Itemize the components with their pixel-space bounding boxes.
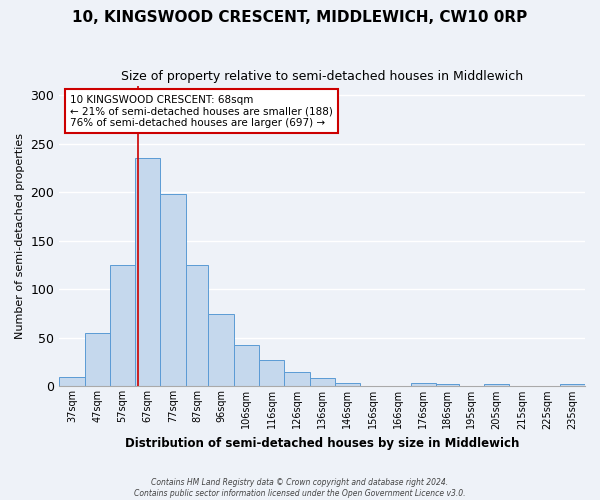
Bar xyxy=(233,344,259,387)
Bar xyxy=(436,384,458,386)
Bar xyxy=(85,333,110,386)
Bar xyxy=(560,384,585,386)
Bar xyxy=(259,360,284,386)
Bar xyxy=(185,265,208,386)
Bar xyxy=(410,384,436,386)
Title: Size of property relative to semi-detached houses in Middlewich: Size of property relative to semi-detach… xyxy=(121,70,523,83)
X-axis label: Distribution of semi-detached houses by size in Middlewich: Distribution of semi-detached houses by … xyxy=(125,437,520,450)
Bar xyxy=(310,378,335,386)
Bar xyxy=(208,314,233,386)
Bar xyxy=(335,382,360,386)
Bar xyxy=(135,158,160,386)
Bar xyxy=(160,194,185,386)
Bar xyxy=(59,376,85,386)
Bar xyxy=(484,384,509,386)
Text: 10, KINGSWOOD CRESCENT, MIDDLEWICH, CW10 0RP: 10, KINGSWOOD CRESCENT, MIDDLEWICH, CW10… xyxy=(73,10,527,25)
Text: 10 KINGSWOOD CRESCENT: 68sqm
← 21% of semi-detached houses are smaller (188)
76%: 10 KINGSWOOD CRESCENT: 68sqm ← 21% of se… xyxy=(70,94,332,128)
Text: Contains HM Land Registry data © Crown copyright and database right 2024.
Contai: Contains HM Land Registry data © Crown c… xyxy=(134,478,466,498)
Y-axis label: Number of semi-detached properties: Number of semi-detached properties xyxy=(15,133,25,339)
Bar xyxy=(110,265,135,386)
Bar xyxy=(284,372,310,386)
